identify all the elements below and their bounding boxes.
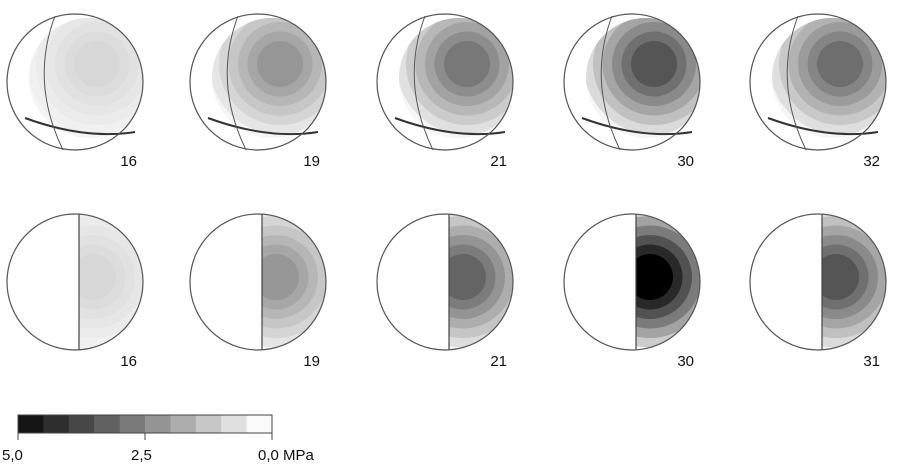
contour <box>440 254 486 300</box>
pressure-panel: 21 <box>377 0 547 170</box>
colorbar-swatch <box>43 415 69 433</box>
colorbar-swatch <box>196 415 222 433</box>
panel-label: 30 <box>677 353 694 370</box>
pressure-panel: 21 <box>377 197 543 370</box>
contact-zone <box>196 197 356 357</box>
contour <box>631 41 677 87</box>
contour <box>253 254 299 300</box>
colorbar-swatch <box>18 415 44 433</box>
colorbar-swatch <box>120 415 146 433</box>
contour <box>813 254 859 300</box>
contact-zone <box>383 197 543 357</box>
colorbar-swatch <box>221 415 247 433</box>
panel-label: 30 <box>677 153 694 170</box>
panel-label: 32 <box>863 153 880 170</box>
pressure-panel: 16 <box>7 197 173 370</box>
contour <box>627 254 673 300</box>
contour <box>817 41 863 87</box>
colorbar-swatch <box>247 415 273 433</box>
panel-label: 21 <box>490 153 507 170</box>
contour <box>74 41 120 87</box>
panel-label: 16 <box>120 353 137 370</box>
contour <box>444 41 490 87</box>
contact-zone <box>13 197 173 357</box>
panel-label: 19 <box>303 353 320 370</box>
panel-label: 21 <box>490 353 507 370</box>
pressure-panel: 19 <box>190 197 356 370</box>
colorbar-swatch <box>69 415 95 433</box>
contact-zone <box>756 197 908 357</box>
pressure-panel: 32 <box>750 0 908 170</box>
colorbar-label: 2,5 <box>131 447 152 464</box>
contour <box>257 41 303 87</box>
pressure-panel: 16 <box>7 0 177 170</box>
pressure-panel: 30 <box>564 197 730 370</box>
pressure-panel: 30 <box>564 0 734 170</box>
colorbar: 5,0 2,5 0,0 MPa <box>2 415 315 464</box>
colorbar-swatch <box>94 415 120 433</box>
colorbar-swatch <box>170 415 196 433</box>
contour <box>70 254 116 300</box>
panel-label: 16 <box>120 153 137 170</box>
panel-label: 31 <box>863 353 880 370</box>
colorbar-label: 0,0 MPa <box>258 447 315 464</box>
figure: 16 19 21 30 32 16 19 21 30 31 5,0 2,5 0,0 MPa <box>0 0 908 466</box>
colorbar-swatch <box>145 415 171 433</box>
colorbar-label: 5,0 <box>2 447 23 464</box>
panel-label: 19 <box>303 153 320 170</box>
contact-zone <box>570 197 730 357</box>
panels: 16 19 21 30 32 16 19 21 30 31 <box>7 0 908 370</box>
pressure-panel: 19 <box>190 0 360 170</box>
pressure-panel: 31 <box>750 197 908 370</box>
